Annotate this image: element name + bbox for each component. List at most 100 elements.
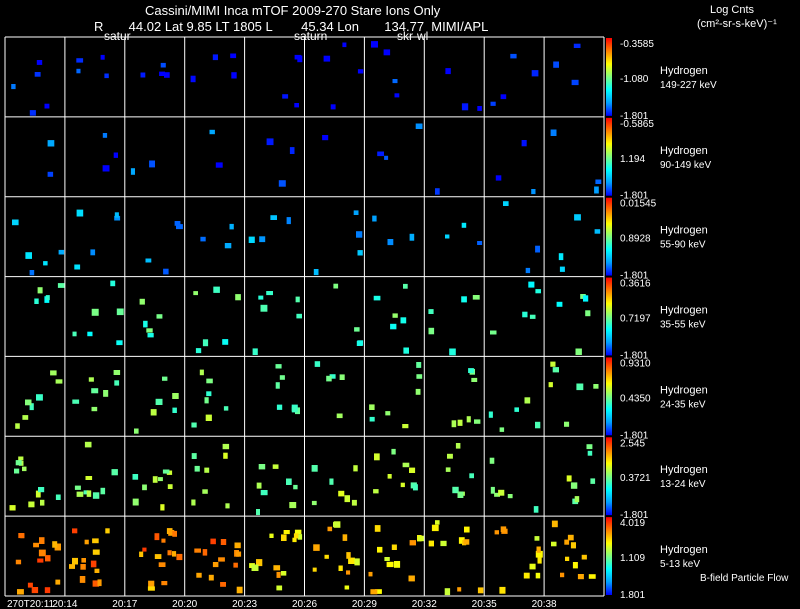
heat-pixel xyxy=(458,537,465,544)
heat-pixel xyxy=(342,534,348,541)
heat-pixel xyxy=(45,295,50,301)
heat-pixel xyxy=(251,564,259,571)
heat-pixel xyxy=(52,541,58,548)
heat-pixel xyxy=(270,215,277,220)
heat-pixel xyxy=(22,466,27,472)
heat-pixel xyxy=(139,551,144,557)
heat-pixel xyxy=(313,269,319,276)
heat-pixel xyxy=(329,374,336,379)
heat-pixel xyxy=(565,556,570,561)
heat-pixel xyxy=(191,499,196,506)
heat-pixel xyxy=(278,180,286,187)
heat-pixel xyxy=(402,424,409,429)
heat-pixel xyxy=(293,484,298,490)
heat-pixel xyxy=(428,327,435,335)
heat-pixel xyxy=(353,210,359,215)
heat-pixel xyxy=(256,509,260,516)
heat-pixel xyxy=(521,140,527,147)
heat-pixel xyxy=(114,212,119,218)
heat-pixel xyxy=(348,557,355,564)
heat-pixel xyxy=(72,557,78,565)
heat-pixel xyxy=(43,261,48,266)
heat-pixel xyxy=(231,72,237,79)
heat-pixel xyxy=(573,43,581,48)
heat-pixel xyxy=(91,308,99,316)
heat-pixel xyxy=(295,296,300,303)
heat-pixel xyxy=(324,554,329,559)
heat-pixel xyxy=(206,378,213,384)
heat-pixel xyxy=(38,487,45,493)
heat-pixel xyxy=(142,547,147,552)
colorbar-min-label: -1.801 xyxy=(620,350,649,361)
heat-pixel xyxy=(489,457,495,464)
heat-pixel xyxy=(176,224,183,230)
heat-pixel xyxy=(256,559,263,567)
heat-pixel xyxy=(409,467,416,473)
heat-pixel xyxy=(74,264,81,270)
heat-pixel xyxy=(344,495,350,503)
heat-pixel xyxy=(416,374,423,379)
panel-species-label: Hydrogen xyxy=(660,145,708,157)
heat-pixel xyxy=(386,561,394,568)
heat-pixel xyxy=(495,175,502,181)
heat-pixel xyxy=(323,55,331,62)
heat-pixel xyxy=(402,462,410,468)
heat-pixel xyxy=(80,564,86,570)
heat-pixel xyxy=(435,520,440,525)
heat-pixel xyxy=(391,544,397,550)
heat-pixel xyxy=(336,413,343,419)
time-tick-label: 20:23 xyxy=(232,599,257,609)
heat-pixel xyxy=(499,427,505,432)
heat-pixel xyxy=(113,152,118,158)
heat-pixel xyxy=(514,407,519,412)
heat-pixel xyxy=(384,557,390,561)
heat-pixel xyxy=(269,533,274,538)
colorbar-max-label: 0.9310 xyxy=(620,358,651,369)
heat-pixel xyxy=(158,562,166,567)
heat-pixel xyxy=(55,494,61,500)
heat-pixel xyxy=(172,551,177,557)
heat-pixel xyxy=(35,490,41,498)
heat-pixel xyxy=(311,465,318,472)
heat-pixel xyxy=(210,538,216,545)
heat-pixel xyxy=(172,407,177,413)
heat-pixel xyxy=(91,406,98,412)
colorbar-min-label: -1.801 xyxy=(620,271,649,282)
heat-pixel xyxy=(445,234,450,239)
heat-pixel xyxy=(167,550,172,556)
heat-pixel xyxy=(160,62,166,68)
heat-pixel xyxy=(282,94,289,99)
heat-pixel xyxy=(457,491,464,498)
heat-pixel xyxy=(252,348,258,355)
heat-pixel xyxy=(394,561,401,568)
heat-pixel xyxy=(353,465,358,472)
heat-pixel xyxy=(100,487,106,495)
heat-pixel xyxy=(415,388,421,395)
colorbar-min-label: -1.801 xyxy=(620,430,649,441)
units-label-line1: Log Cnts xyxy=(710,4,755,16)
heat-pixel xyxy=(100,54,105,60)
heat-pixel xyxy=(416,362,422,368)
heat-pixel xyxy=(38,549,46,557)
heat-pixel xyxy=(196,572,202,578)
heat-pixel xyxy=(488,411,493,418)
heat-pixel xyxy=(143,320,148,328)
heat-pixel xyxy=(152,476,158,483)
panel-energy-label: 35-55 keV xyxy=(660,320,706,331)
heat-pixel xyxy=(490,486,495,494)
heat-pixel xyxy=(461,296,467,303)
heat-pixel xyxy=(222,339,229,345)
heat-pixel xyxy=(204,397,209,404)
heat-pixel xyxy=(90,560,97,568)
heat-pixel xyxy=(85,476,93,480)
heat-pixel xyxy=(574,214,581,221)
heat-pixel xyxy=(409,233,415,241)
heat-pixel xyxy=(314,361,321,367)
heat-pixel xyxy=(468,368,474,373)
heat-pixel xyxy=(102,165,110,172)
heat-pixel xyxy=(440,540,447,547)
heat-pixel xyxy=(344,585,350,590)
heat-pixel xyxy=(272,464,279,469)
colorbar-mid-label: 0.4350 xyxy=(620,393,651,404)
heat-pixel xyxy=(558,253,564,261)
